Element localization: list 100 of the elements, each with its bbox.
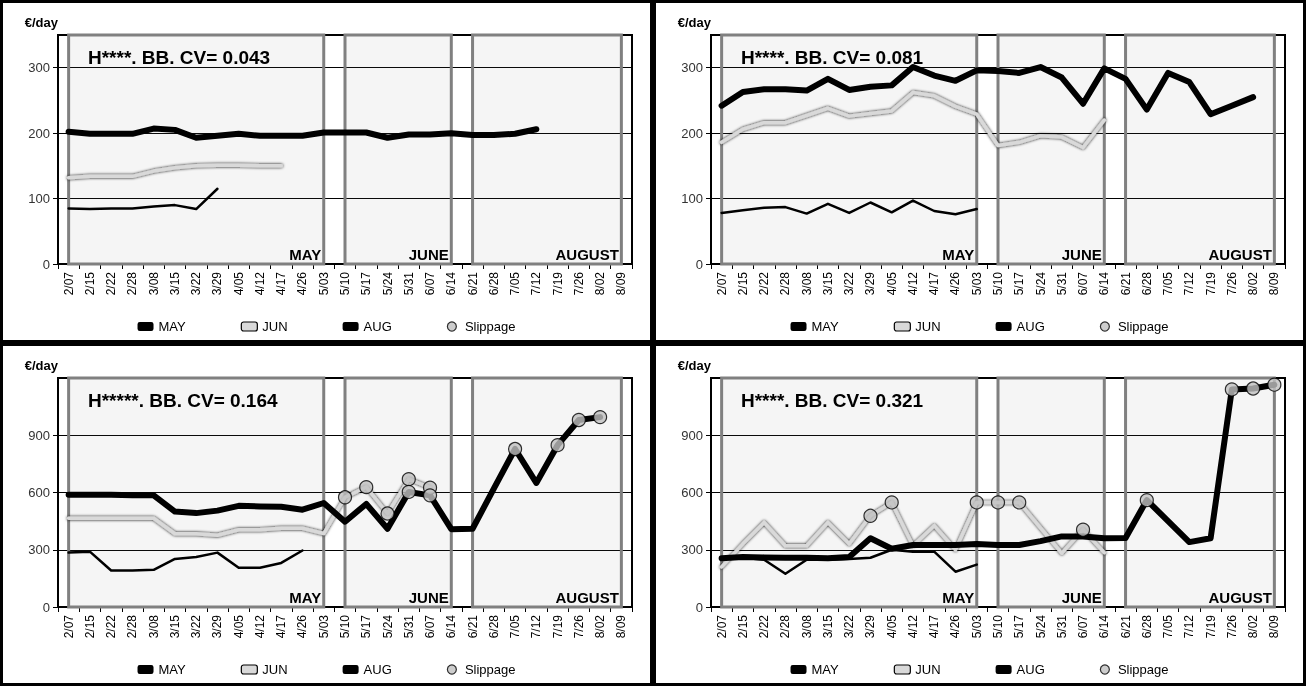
y-tick-label: 900 xyxy=(28,427,50,443)
x-tick-label: 2/28 xyxy=(778,614,793,639)
x-tick-label: 4/26 xyxy=(948,614,963,639)
x-tick-label: 3/15 xyxy=(167,271,182,296)
x-tick-label: 4/05 xyxy=(884,614,899,639)
x-tick-label: 2/15 xyxy=(735,614,750,639)
y-tick-label: 600 xyxy=(28,485,50,500)
x-tick-label: 7/12 xyxy=(529,614,544,639)
x-tick-label: 4/26 xyxy=(295,614,310,639)
x-tick-label: 2/28 xyxy=(778,271,793,296)
x-tick-label: 7/05 xyxy=(1161,271,1176,296)
x-tick-label: 5/17 xyxy=(1012,271,1027,296)
y-axis-title: €/day xyxy=(24,15,59,30)
y-tick-label: 200 xyxy=(681,125,703,141)
x-tick-label: 2/22 xyxy=(757,614,772,639)
x-tick-label: 2/28 xyxy=(125,614,140,639)
x-tick-label: 4/05 xyxy=(884,271,899,296)
x-tick-label: 7/05 xyxy=(508,271,523,296)
x-tick-label: 6/28 xyxy=(1139,614,1154,639)
y-tick-label: 300 xyxy=(28,542,50,558)
x-tick-label: 3/22 xyxy=(842,614,857,639)
x-tick-label: 2/22 xyxy=(757,271,772,296)
x-tick-label: 3/29 xyxy=(863,614,878,639)
x-tick-label: 4/05 xyxy=(231,614,246,639)
x-tick-label: 4/12 xyxy=(252,271,267,296)
x-tick-label: 2/15 xyxy=(735,271,750,296)
band-label: AUGUST xyxy=(555,588,619,606)
x-tick-label: 5/24 xyxy=(380,614,395,639)
x-tick-label: 4/26 xyxy=(948,271,963,296)
x-tick-label: 6/28 xyxy=(486,614,501,639)
x-tick-label: 7/26 xyxy=(1224,614,1239,639)
x-tick-label: 3/22 xyxy=(189,614,204,639)
legend-label: MAY xyxy=(158,319,187,334)
legend-label: AUG xyxy=(363,319,392,334)
x-tick-label: 6/21 xyxy=(1118,614,1133,639)
legend-label: JUN xyxy=(262,662,288,677)
x-tick-label: 5/17 xyxy=(1012,614,1027,639)
x-tick-label: 8/02 xyxy=(1246,614,1261,639)
x-tick-label: 3/08 xyxy=(146,271,161,296)
x-tick-label: 2/28 xyxy=(125,271,140,296)
x-tick-label: 6/07 xyxy=(1076,614,1091,639)
x-tick-label: 2/07 xyxy=(714,271,729,296)
legend-label: Slippage xyxy=(1117,319,1169,334)
legend-label: MAY xyxy=(811,319,840,334)
band-label: MAY xyxy=(942,588,975,606)
x-tick-label: 5/17 xyxy=(359,271,374,296)
y-tick-label: 300 xyxy=(681,60,703,76)
legend-label: AUG xyxy=(1016,319,1045,334)
x-tick-label: 3/08 xyxy=(799,271,814,296)
band-label: AUGUST xyxy=(555,245,619,263)
x-tick-label: 5/03 xyxy=(969,614,984,639)
x-tick-label: 6/14 xyxy=(444,271,459,296)
x-tick-label: 7/26 xyxy=(571,614,586,639)
x-tick-label: 7/19 xyxy=(550,271,565,296)
x-tick-label: 8/02 xyxy=(1246,271,1261,296)
y-tick-label: 0 xyxy=(695,256,703,272)
x-tick-label: 7/26 xyxy=(571,271,586,296)
y-tick-label: 600 xyxy=(681,485,703,500)
x-tick-label: 3/08 xyxy=(146,614,161,639)
x-tick-label: 5/31 xyxy=(401,614,416,639)
x-tick-label: 6/14 xyxy=(1097,271,1112,296)
x-tick-label: 3/15 xyxy=(820,271,835,296)
x-tick-label: 5/03 xyxy=(316,271,331,296)
legend-label: JUN xyxy=(915,319,941,334)
x-tick-label: 5/24 xyxy=(380,271,395,296)
x-tick-label: 4/17 xyxy=(274,271,289,296)
x-tick-label: 8/09 xyxy=(614,614,629,639)
x-tick-label: 5/10 xyxy=(991,271,1005,296)
x-tick-label: 7/12 xyxy=(529,271,544,296)
x-tick-label: 5/10 xyxy=(338,271,352,296)
y-tick-label: 0 xyxy=(42,599,50,615)
x-tick-label: 4/12 xyxy=(905,614,920,639)
band-label: AUGUST xyxy=(1208,245,1272,263)
x-tick-label: 8/09 xyxy=(614,271,629,296)
text: H****. BB. CV= 0.043 xyxy=(88,47,271,68)
y-tick-label: 900 xyxy=(681,427,703,443)
x-tick-label: 4/05 xyxy=(231,271,246,296)
y-tick-label: 300 xyxy=(28,60,50,76)
x-tick-label: 7/05 xyxy=(1161,614,1176,639)
text: H****. BB. CV= 0.321 xyxy=(741,390,924,411)
x-tick-label: 4/26 xyxy=(295,271,310,296)
x-tick-label: 5/10 xyxy=(338,614,352,639)
x-tick-label: 3/22 xyxy=(189,271,204,296)
x-tick-label: 4/17 xyxy=(274,614,289,639)
x-tick-label: 3/15 xyxy=(167,614,182,639)
legend-label: JUN xyxy=(915,662,941,677)
x-tick-label: 5/10 xyxy=(991,614,1005,639)
x-tick-label: 7/12 xyxy=(1182,271,1197,296)
y-axis-title: €/day xyxy=(24,358,59,373)
legend-label: JUN xyxy=(262,319,288,334)
x-tick-label: 3/29 xyxy=(210,271,225,296)
band-label: MAY xyxy=(289,588,322,606)
x-tick-label: 2/15 xyxy=(82,614,97,639)
x-tick-label: 6/07 xyxy=(423,271,438,296)
x-tick-label: 2/07 xyxy=(714,614,729,639)
x-tick-label: 2/22 xyxy=(104,614,119,639)
x-tick-label: 6/21 xyxy=(465,614,480,639)
band-label: JUNE xyxy=(408,588,449,606)
legend-label: Slippage xyxy=(464,662,516,677)
y-axis-title: €/day xyxy=(677,15,712,30)
